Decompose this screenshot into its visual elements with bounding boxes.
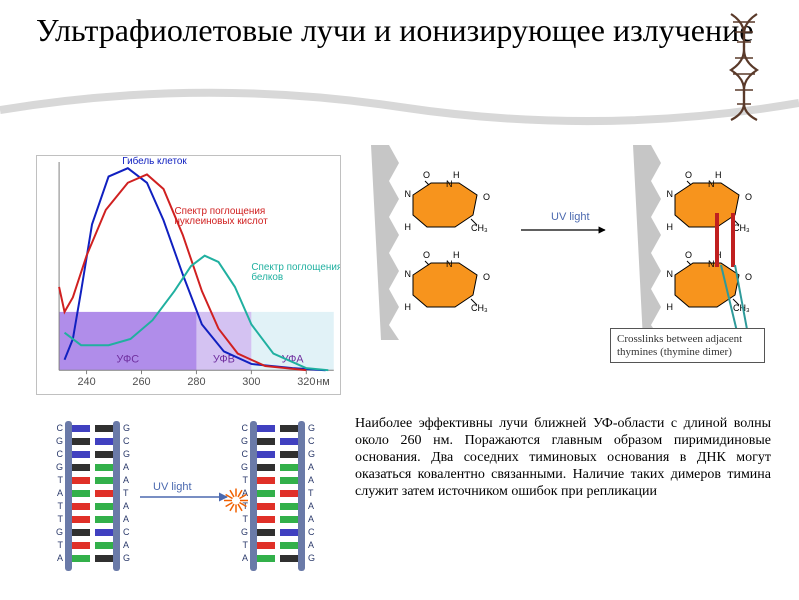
svg-text:H: H: [405, 302, 412, 312]
svg-text:A: A: [123, 514, 129, 524]
svg-text:CH₃: CH₃: [733, 223, 750, 233]
svg-text:CH₃: CH₃: [471, 303, 488, 313]
svg-text:белков: белков: [251, 272, 283, 283]
svg-text:T: T: [58, 514, 64, 524]
slide-title: Ультрафиолетовые лучи и ионизирующее изл…: [36, 12, 753, 49]
svg-text:A: A: [308, 462, 314, 472]
svg-text:G: G: [308, 553, 315, 563]
svg-text:C: C: [308, 527, 315, 537]
svg-text:УФС: УФС: [116, 353, 139, 365]
svg-text:CH₃: CH₃: [471, 223, 488, 233]
svg-text:280: 280: [187, 376, 205, 388]
svg-text:240: 240: [77, 376, 95, 388]
svg-text:A: A: [123, 501, 129, 511]
svg-text:A: A: [308, 501, 314, 511]
svg-text:H: H: [667, 302, 674, 312]
svg-text:H: H: [453, 250, 460, 260]
svg-text:T: T: [308, 488, 314, 498]
svg-text:UV light: UV light: [551, 211, 590, 223]
svg-text:A: A: [123, 475, 129, 485]
svg-text:T: T: [123, 488, 129, 498]
svg-text:O: O: [745, 272, 752, 282]
svg-text:N: N: [405, 269, 412, 279]
svg-text:G: G: [241, 436, 248, 446]
svg-text:N: N: [405, 189, 412, 199]
svg-text:G: G: [241, 462, 248, 472]
svg-text:A: A: [308, 514, 314, 524]
svg-text:T: T: [58, 540, 64, 550]
svg-text:O: O: [483, 192, 490, 202]
svg-text:T: T: [58, 475, 64, 485]
svg-text:N: N: [446, 179, 453, 189]
svg-text:C: C: [57, 449, 64, 459]
svg-text:O: O: [685, 250, 692, 260]
svg-text:C: C: [308, 436, 315, 446]
svg-text:T: T: [243, 540, 249, 550]
svg-text:G: G: [56, 436, 63, 446]
svg-text:H: H: [453, 170, 460, 180]
svg-text:C: C: [123, 527, 130, 537]
thymine-dimer-diagram: OHNNOHCH₃OHNNOHCH₃OHNNOHCH₃OHNNOHCH₃UV l…: [363, 135, 783, 355]
svg-text:T: T: [243, 475, 249, 485]
svg-text:A: A: [308, 475, 314, 485]
svg-text:A: A: [308, 540, 314, 550]
svg-text:T: T: [243, 514, 249, 524]
crosslink-caption: Crosslinks between adjacent thymines (th…: [610, 328, 765, 363]
svg-text:O: O: [483, 272, 490, 282]
svg-text:C: C: [242, 449, 249, 459]
svg-text:A: A: [123, 462, 129, 472]
dna-uv-diagram: CGGCCGGATAATTATAGCTAAGCGGCCGGATAATTATAGC…: [45, 415, 335, 580]
svg-text:A: A: [123, 540, 129, 550]
svg-text:A: A: [57, 553, 63, 563]
svg-text:UV light: UV light: [153, 481, 192, 493]
svg-text:G: G: [308, 423, 315, 433]
svg-text:G: G: [123, 449, 130, 459]
svg-text:A: A: [57, 488, 63, 498]
svg-text:A: A: [242, 553, 248, 563]
svg-text:C: C: [242, 423, 249, 433]
svg-text:G: G: [123, 423, 130, 433]
svg-text:O: O: [745, 192, 752, 202]
background-curve: [0, 85, 799, 135]
svg-text:O: O: [685, 170, 692, 180]
dna-helix-icon: [719, 12, 769, 122]
svg-text:260: 260: [132, 376, 150, 388]
svg-text:H: H: [715, 170, 722, 180]
svg-text:G: G: [56, 527, 63, 537]
svg-text:G: G: [241, 527, 248, 537]
svg-text:300: 300: [242, 376, 260, 388]
svg-text:320: 320: [297, 376, 315, 388]
svg-text:T: T: [58, 501, 64, 511]
svg-text:O: O: [423, 250, 430, 260]
svg-text:нуклеиновых кислот: нуклеиновых кислот: [174, 216, 268, 227]
svg-text:G: G: [56, 462, 63, 472]
svg-text:H: H: [405, 222, 412, 232]
svg-text:нм: нм: [316, 376, 330, 388]
svg-text:C: C: [57, 423, 64, 433]
svg-text:Гибель клеток: Гибель клеток: [122, 156, 187, 167]
svg-text:N: N: [667, 189, 674, 199]
uv-spectrum-chart: УФСУФВУФА240260280300320нмГибель клетокС…: [36, 155, 341, 395]
svg-text:N: N: [446, 259, 453, 269]
svg-text:C: C: [123, 436, 130, 446]
svg-text:H: H: [667, 222, 674, 232]
svg-text:O: O: [423, 170, 430, 180]
svg-text:N: N: [708, 259, 715, 269]
svg-text:G: G: [123, 553, 130, 563]
svg-text:G: G: [308, 449, 315, 459]
svg-text:N: N: [708, 179, 715, 189]
svg-text:N: N: [667, 269, 674, 279]
body-paragraph: Наиболее эффективны лучи ближней УФ-обла…: [355, 415, 771, 500]
